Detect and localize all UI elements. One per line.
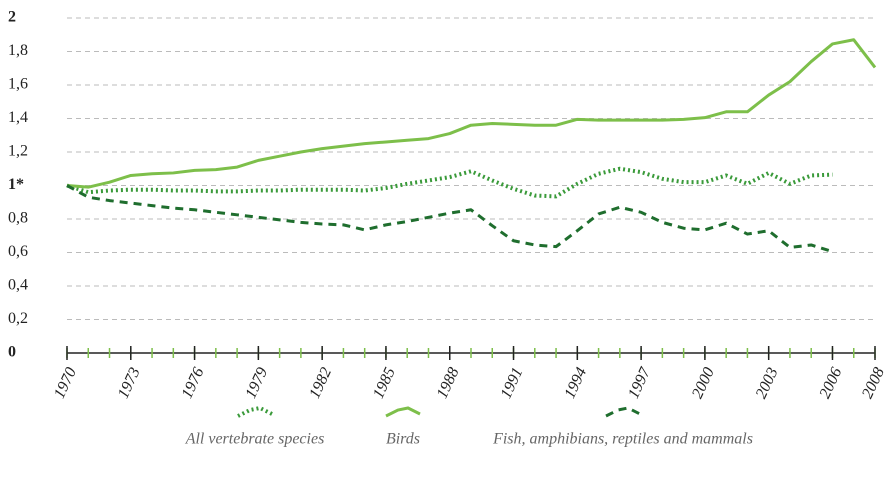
legend-label: Birds xyxy=(386,431,420,448)
x-tick-label: 2003 xyxy=(753,365,782,401)
x-tick-label: 1985 xyxy=(370,365,399,401)
x-tick-label: 1970 xyxy=(51,365,80,401)
y-tick-label: 1,4 xyxy=(8,109,28,126)
y-tick-label: 1,8 xyxy=(8,42,28,59)
legend-label: Fish, amphibians, reptiles and mammals xyxy=(492,431,753,448)
y-tick-label: 0,8 xyxy=(8,210,28,227)
x-tick-label: 1994 xyxy=(561,365,590,401)
x-tick-label: 2008 xyxy=(859,365,888,401)
x-tick-label: 2000 xyxy=(689,365,718,401)
series-line xyxy=(66,166,833,199)
y-tick-label: 0 xyxy=(8,344,16,361)
x-tick-label: 2006 xyxy=(816,365,845,401)
y-tick-label: 1,6 xyxy=(8,76,28,93)
legend-swatch xyxy=(385,406,421,418)
x-tick-label: 1982 xyxy=(306,365,335,401)
x-tick-label: 1991 xyxy=(498,365,527,401)
legend-swatch xyxy=(605,406,641,418)
x-tick-label: 1973 xyxy=(115,365,144,401)
series-line xyxy=(66,38,877,189)
x-tick-label: 1979 xyxy=(242,365,271,401)
x-tick-label: 1976 xyxy=(179,365,208,401)
y-tick-label: 1,2 xyxy=(8,143,28,160)
y-tick-label: 2 xyxy=(8,9,16,26)
legend-swatch xyxy=(237,405,273,418)
x-tick-label: 1988 xyxy=(434,365,463,401)
y-tick-label: 0,6 xyxy=(8,243,28,260)
legend-label: All vertebrate species xyxy=(185,431,325,448)
y-tick-label: 1* xyxy=(8,176,24,193)
series-line xyxy=(66,184,833,254)
y-tick-label: 0,4 xyxy=(8,277,28,294)
x-tick-label: 1997 xyxy=(625,364,654,401)
y-tick-label: 0,2 xyxy=(8,310,28,327)
